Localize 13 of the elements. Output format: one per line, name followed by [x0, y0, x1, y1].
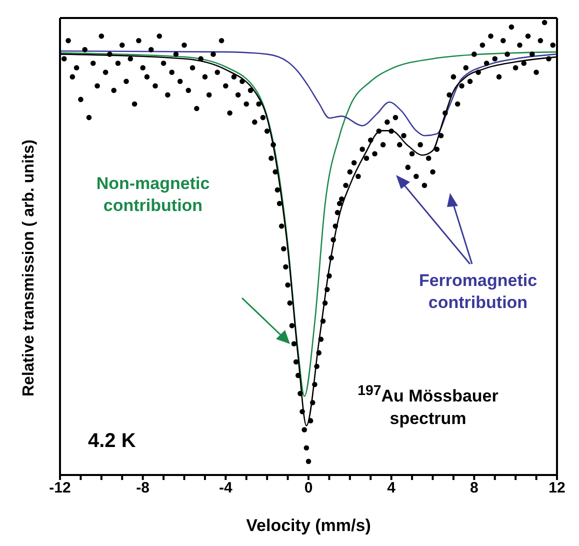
y-axis-title: Relative transmission ( arb. units) [20, 140, 38, 396]
x-tick-label: -12 [49, 480, 71, 497]
text: Ferromagnetic contribution [418, 270, 538, 314]
text: Non-magnetic contribution [95, 173, 211, 217]
x-axis-title: Velocity (mm/s) [246, 516, 371, 535]
x-tick-label: 0 [304, 480, 313, 497]
annotation: 4.2 K [88, 430, 136, 452]
x-tick-label: -4 [218, 480, 233, 497]
x-tick-label: 12 [548, 480, 566, 497]
x-tick-label: 4 [387, 480, 396, 497]
x-tick-label: -8 [136, 480, 150, 497]
x-tick-label: 8 [470, 480, 478, 497]
annotation: $^{197}$Au Mössbauer spectrum [356, 382, 500, 430]
